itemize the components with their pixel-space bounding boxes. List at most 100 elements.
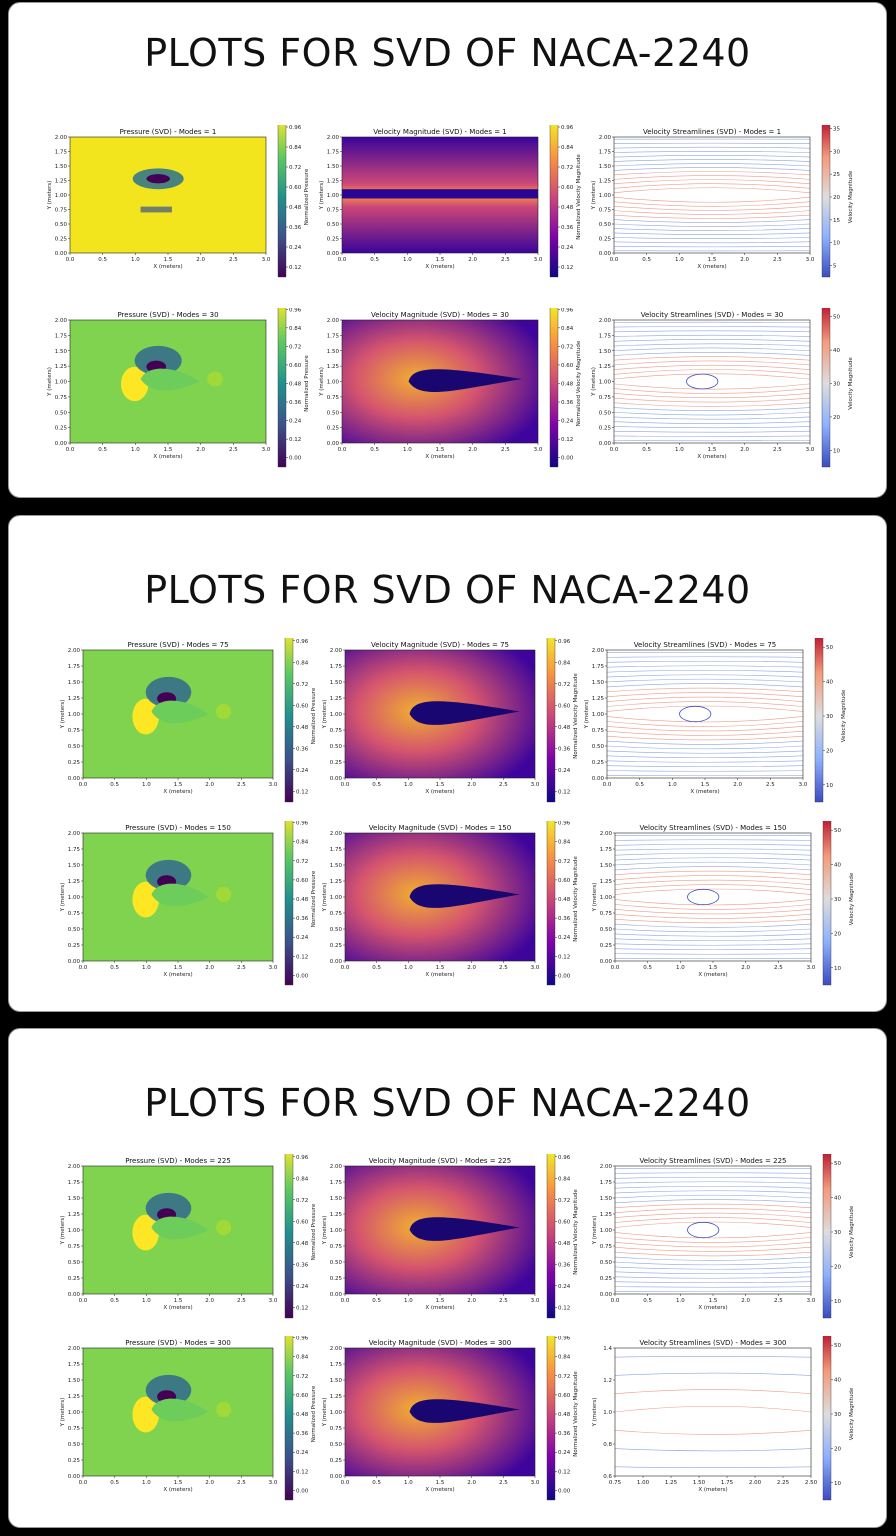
colorbar	[284, 1154, 294, 1319]
y-tick-label: 0.50	[600, 927, 613, 933]
colorbar-tick-label: 0.48	[289, 205, 302, 211]
colorbar-tick-label: 0.72	[558, 1198, 570, 1204]
colorbar-label: Velocity Magnitude	[841, 689, 847, 742]
colorbar-tick-label: 0.60	[289, 363, 302, 369]
y-axis-label: Y (meters)	[584, 700, 590, 730]
y-tick-label: 1.25	[599, 179, 612, 185]
y-tick-label: 0.75	[327, 395, 340, 401]
y-axis-label: Y (meters)	[60, 883, 66, 913]
panel-title: PLOTS FOR SVD OF NACA-2240	[144, 568, 751, 612]
y-axis-label: Y (meters)	[322, 1216, 328, 1246]
colorbar-tick-label: 30	[833, 382, 840, 388]
colorbar-tick-label: 0.60	[558, 878, 571, 884]
colorbar-tick-label: 0.60	[289, 185, 302, 191]
colorbar-tick-label: 0.48	[296, 897, 309, 903]
x-tick-label: 0.0	[611, 1298, 620, 1304]
y-tick-label: 1.00	[327, 193, 340, 199]
y-tick-label: 0.50	[330, 744, 343, 750]
y-tick-label: 1.00	[600, 1228, 613, 1234]
x-tick-label: 1.5	[701, 782, 710, 788]
streamline	[614, 1266, 812, 1270]
colorbar-tick-label: 0.36	[558, 916, 571, 922]
y-tick-label: 0.75	[55, 208, 68, 214]
vortex-region	[687, 1221, 720, 1239]
colorbar-tick-label: 0.60	[558, 1393, 571, 1399]
colorbar-tick-label: 0.60	[558, 703, 571, 709]
y-tick-label: 0.00	[599, 441, 612, 447]
x-tick-label: 1.5	[174, 1298, 183, 1304]
streamline	[613, 373, 811, 380]
x-tick-label: 2.00	[749, 1480, 762, 1486]
colorbar-tick-label: 0.24	[289, 419, 302, 425]
colorbar-tick-label: 10	[834, 966, 841, 972]
x-tick-label: 1.0	[404, 1298, 413, 1304]
streamline	[613, 246, 811, 248]
streamline	[613, 210, 811, 215]
x-tick-label: 2.0	[468, 257, 477, 263]
streamline	[606, 721, 804, 727]
y-tick-label: 1.00	[327, 380, 340, 386]
x-tick-label: 2.0	[205, 965, 214, 971]
x-tick-label: 3.0	[269, 1480, 278, 1486]
streamline	[606, 692, 804, 698]
streamline	[606, 669, 804, 673]
y-tick-label: 0.25	[599, 237, 612, 243]
x-tick-label: 1.00	[637, 1480, 650, 1486]
streamline	[606, 678, 804, 683]
x-tick-label: 1.0	[142, 965, 151, 971]
y-tick-label: 2.00	[330, 1346, 343, 1352]
x-tick-label: 2.5	[773, 447, 782, 453]
x-tick-label: 0.0	[79, 782, 88, 788]
colorbar-tick-label: 0.48	[561, 382, 574, 388]
y-tick-label: 0.75	[600, 911, 613, 917]
colorbar-tick-label: 10	[834, 1299, 841, 1305]
x-tick-label: 0.0	[341, 1480, 350, 1486]
y-axis-label: Y (meters)	[322, 1398, 328, 1428]
x-tick-label: 0.0	[341, 965, 350, 971]
x-tick-label: 0.0	[610, 257, 619, 263]
colorbar	[546, 1336, 556, 1501]
x-tick-label: 0.5	[98, 447, 107, 453]
streamline	[613, 426, 811, 429]
x-tick-label: 0.0	[79, 1298, 88, 1304]
chart-velocity-modes-225: Velocity Magnitude (SVD) - Modes = 225 0.…	[319, 1154, 604, 1332]
y-tick-label: 1.25	[55, 179, 68, 185]
x-tick-label: 2.5	[499, 782, 508, 788]
y-tick-label: 0.75	[600, 1244, 613, 1250]
y-tick-label: 1.00	[68, 895, 81, 901]
y-tick-label: 0.50	[327, 222, 340, 228]
streamline	[613, 241, 811, 244]
colorbar-tick-label: 0.84	[296, 1176, 309, 1182]
streamline	[613, 330, 811, 333]
y-tick-label: 1.25	[327, 364, 340, 370]
colorbar-tick-label: 50	[826, 645, 833, 651]
streamline	[614, 1286, 812, 1288]
y-tick-label: 0.50	[68, 1442, 81, 1448]
stagnation-high	[132, 881, 159, 918]
colorbar	[822, 821, 832, 986]
y-tick-label: 2.00	[327, 135, 340, 141]
streamline	[614, 933, 812, 937]
streamline	[614, 928, 812, 933]
plot-title: Velocity Magnitude (SVD) - Modes = 75	[371, 641, 509, 649]
x-tick-label: 2.0	[741, 1298, 750, 1304]
y-tick-label: 0.50	[599, 222, 612, 228]
streamline-field	[615, 833, 811, 961]
streamline	[614, 888, 812, 895]
streamline	[613, 388, 811, 394]
x-tick-label: 0.5	[642, 257, 651, 263]
colorbar-tick-label: 0.60	[296, 1219, 309, 1225]
streamline	[614, 1181, 812, 1184]
y-tick-label: 0.50	[68, 927, 81, 933]
streamline	[613, 142, 811, 144]
y-tick-label: 0.75	[330, 1426, 343, 1432]
y-axis-label: Y (meters)	[60, 700, 66, 730]
colorbar	[822, 1154, 832, 1319]
y-tick-label: 0.75	[330, 911, 343, 917]
colorbar-tick-label: 0.84	[561, 145, 574, 151]
y-tick-label: 0.00	[330, 959, 343, 965]
x-tick-label: 0.0	[66, 257, 75, 263]
colorbar-label: Normalized Pressure	[304, 355, 310, 412]
panel-title: PLOTS FOR SVD OF NACA-2240	[144, 31, 751, 75]
y-tick-label: 1.50	[592, 680, 605, 686]
